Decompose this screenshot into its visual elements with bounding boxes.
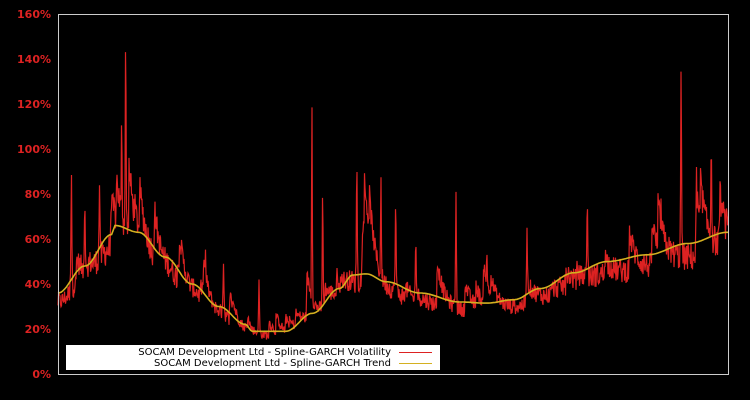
legend-swatch-volatility [399,351,432,353]
plot-frame [58,14,729,375]
y-tick-label: 80% [24,188,51,201]
y-tick-label: 60% [24,233,51,246]
y-tick-label: 140% [17,53,51,66]
trend-line [57,224,728,333]
y-tick-label: 40% [24,278,51,291]
legend-item-trend: SOCAM Development Ltd - Spline-GARCH Tre… [154,357,432,369]
legend-swatch-trend [399,362,432,364]
y-tick-label: 160% [17,8,51,21]
legend-item-volatility: SOCAM Development Ltd - Spline-GARCH Vol… [138,346,432,358]
y-tick-label: 20% [24,323,51,336]
y-tick-label: 0% [32,368,51,381]
y-tick-label: 120% [17,98,51,111]
legend-label: SOCAM Development Ltd - Spline-GARCH Tre… [154,357,391,369]
volatility-polyline [57,52,729,340]
legend-label: SOCAM Development Ltd - Spline-GARCH Vol… [138,346,391,358]
legend: SOCAM Development Ltd - Spline-GARCH Vol… [66,345,440,370]
y-tick-label: 100% [17,143,51,156]
volatility-line [57,52,729,340]
trend-polyline [57,224,728,333]
